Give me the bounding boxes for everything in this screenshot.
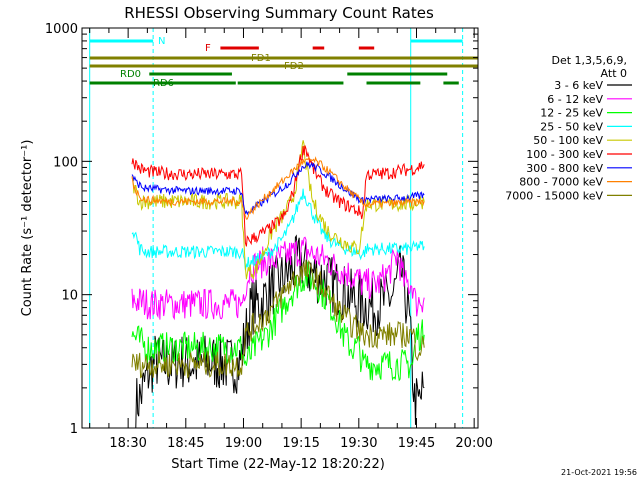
bar-label-rd6: RD6 [153, 78, 174, 89]
legend-entry-12-25-kev: 12 - 25 keV [540, 107, 603, 120]
bar-label-fd2: FD2 [284, 61, 304, 72]
x-tick-label: 19:30 [340, 436, 377, 451]
y-tick-label: 1000 [45, 22, 78, 37]
x-tick-label: 19:45 [398, 436, 435, 451]
series-lines [131, 140, 425, 429]
bar-label-fd1: FD1 [251, 53, 271, 64]
legend-entry-3-6-kev: 3 - 6 keV [554, 79, 603, 92]
y-tick-label: 1 [70, 422, 78, 437]
y-tick-label: 10 [61, 289, 78, 304]
y-axis-label: Count Rate (s⁻¹ detector⁻¹) [20, 140, 35, 317]
series-line-7000-15000-kev [131, 259, 425, 379]
series-line-100-300-kev [131, 145, 425, 247]
x-tick-label: 19:15 [282, 436, 319, 451]
series-line-50-100-kev [131, 140, 425, 280]
footer-date: 21-Oct-2021 19:56 [561, 468, 637, 477]
x-axis-label: Start Time (22-May-12 18:20:22) [171, 457, 385, 472]
legend-entry-6-12-kev: 6 - 12 keV [547, 93, 603, 106]
series-line-12-25-kev [131, 261, 425, 382]
legend-entry-25-50-kev: 25 - 50 keV [540, 120, 603, 133]
bar-label-rd0: RD0 [120, 69, 141, 80]
legend-entry-100-300-kev: 100 - 300 keV [526, 148, 603, 161]
legend-entry-50-100-kev: 50 - 100 keV [533, 134, 603, 147]
series-line-800-7000-kev [131, 156, 425, 220]
bar-label-n: N [158, 36, 165, 47]
legend-entry-7000-15000-kev: 7000 - 15000 keV [505, 189, 603, 202]
series-line-3-6-kev [135, 234, 425, 429]
observing-mode-bars: N F FD1 FD2 RD0 RD6 [89, 28, 478, 428]
series-line-300-800-kev [131, 161, 425, 216]
legend-title-line: Det 1,3,5,6,9, [551, 54, 627, 67]
bar-label-f: F [205, 43, 211, 54]
series-line-6-12-kev [131, 236, 425, 321]
x-tick-label: 19:00 [225, 436, 262, 451]
x-tick-label: 20:00 [455, 436, 492, 451]
x-tick-label: 18:30 [109, 436, 146, 451]
legend-entry-300-800-kev: 300 - 800 keV [526, 162, 603, 175]
legend-entry-800-7000-kev: 800 - 7000 keV [519, 176, 603, 189]
legend-title-line: Att 0 [601, 67, 627, 80]
y-tick-label: 100 [53, 155, 78, 170]
series-line-25-50-kev [131, 188, 425, 271]
axes: 1 10 100 1000 18:30 18:45 19:00 19:15 19:30 19:45… [45, 22, 493, 451]
chart-title: RHESSI Observing Summary Count Rates [124, 4, 434, 22]
plot-frame [81, 27, 479, 429]
x-tick-label: 18:45 [167, 436, 204, 451]
